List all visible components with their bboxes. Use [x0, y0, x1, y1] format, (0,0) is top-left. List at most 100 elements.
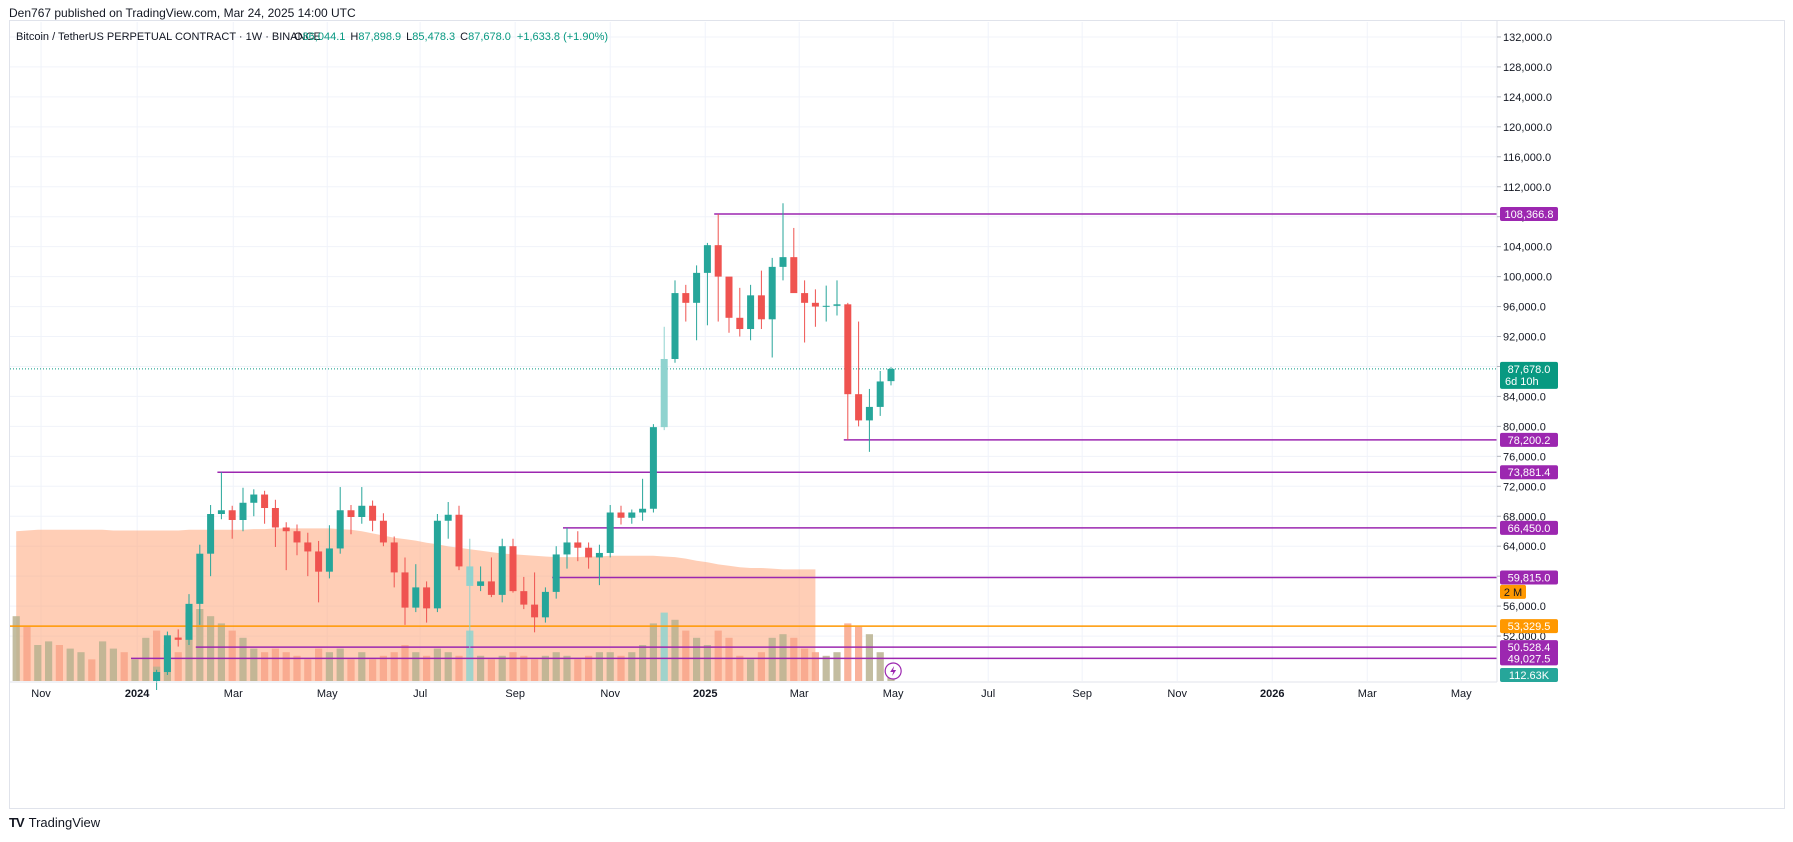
candle-body	[693, 272, 701, 303]
candle-body	[185, 603, 193, 640]
volume-bar	[401, 645, 409, 681]
candle	[541, 587, 549, 623]
candle	[693, 265, 701, 341]
candle	[304, 532, 312, 577]
candle	[563, 527, 571, 569]
candle-body	[574, 542, 582, 548]
legend-ohlc: O86,044.1 H87,898.9 L85,478.3 C87,678.0 +1,6…	[294, 31, 608, 43]
level-price-label-text: 78,200.2	[1508, 435, 1551, 447]
volume-bar	[271, 648, 279, 681]
candle-body	[455, 514, 463, 567]
tradingview-logo-icon: TV	[9, 815, 25, 830]
legend: Bitcoin / TetherUS PERPETUAL CONTRACT · …	[16, 31, 608, 43]
volume-bar	[801, 648, 809, 681]
lightning-icon[interactable]	[884, 662, 902, 680]
level-price-label-text: 108,366.8	[1505, 209, 1554, 221]
candle	[271, 499, 279, 547]
candle-body	[293, 531, 301, 543]
candle-body	[541, 591, 549, 618]
volume-bar	[433, 648, 441, 681]
volume-bar	[649, 623, 657, 681]
candle-body	[790, 257, 798, 294]
candle	[790, 227, 798, 294]
volume-bar	[747, 659, 755, 681]
time-tick-label: Sep	[505, 688, 525, 700]
volume-bar	[563, 655, 571, 681]
volume-bar	[77, 652, 85, 681]
legend-change: +1,633.8 (+1.90%)	[517, 31, 608, 43]
volume-bar	[207, 616, 215, 681]
volume-bar	[66, 648, 74, 681]
legend-close-label: C	[460, 31, 468, 43]
candle-body	[725, 276, 733, 318]
chart-canvas[interactable]: 52,000.056,000.060,000.064,000.068,000.0…	[10, 21, 1786, 810]
time-tick-label: Mar	[790, 688, 809, 700]
volume-bar	[822, 655, 830, 681]
current-price-value: 87,678.0	[1508, 364, 1551, 376]
candle-body	[736, 317, 744, 330]
candle-body	[768, 266, 776, 320]
candle-body	[401, 572, 409, 608]
time-tick-label: Mar	[224, 688, 243, 700]
candle-body	[509, 546, 517, 592]
volume-bar	[811, 652, 819, 681]
chart-frame[interactable]: 52,000.056,000.060,000.064,000.068,000.0…	[9, 20, 1785, 809]
candle-body	[703, 245, 711, 273]
time-tick-label: Mar	[1358, 688, 1377, 700]
candle	[315, 540, 323, 603]
volume-bar	[325, 652, 333, 681]
candle	[358, 487, 366, 524]
candle	[801, 280, 809, 343]
candle-body	[844, 304, 852, 395]
candle-body	[433, 520, 441, 609]
footer-brand[interactable]: TV TradingView	[9, 815, 100, 830]
axes: 52,000.056,000.060,000.064,000.068,000.0…	[10, 21, 1558, 700]
time-tick-label: Sep	[1072, 688, 1092, 700]
candle-body	[747, 295, 755, 330]
current-price-countdown: 6d 10h	[1505, 376, 1539, 388]
time-tick-label: 2024	[125, 688, 150, 700]
publish-line: Den767 published on TradingView.com, Mar…	[9, 6, 356, 20]
candle-body	[822, 305, 830, 307]
volume-bar	[509, 652, 517, 681]
volume-bar	[455, 655, 463, 681]
candle-body	[196, 553, 204, 604]
lightning-icon-bolt	[890, 666, 897, 676]
volume-bar	[196, 609, 204, 681]
candle	[282, 522, 290, 571]
volume-bars	[12, 609, 895, 681]
candle-body	[477, 581, 485, 586]
volume-bar	[358, 652, 366, 681]
candle-body	[887, 368, 895, 382]
level-price-label-bg	[1500, 206, 1558, 221]
volume-bar	[412, 652, 420, 681]
volume-bar	[585, 655, 593, 681]
volume-bar	[487, 659, 495, 681]
legend-open-value: 86,044.1	[303, 31, 346, 43]
candle	[768, 257, 776, 358]
volume-bar	[109, 648, 117, 681]
candle	[250, 489, 258, 517]
current-price-label-bg	[1500, 361, 1558, 389]
level-price-label-bg	[1500, 570, 1558, 585]
candle-body	[520, 591, 528, 605]
volume-bar	[736, 655, 744, 681]
candle	[714, 213, 722, 322]
footer-brand-name: TradingView	[28, 815, 101, 830]
level-price-label: 49,027.5	[1500, 651, 1558, 666]
volume-bar	[347, 659, 355, 681]
volume-bar	[228, 630, 236, 681]
candle	[379, 513, 387, 547]
candle	[649, 424, 657, 513]
volume-bar	[423, 655, 431, 681]
volume-bar	[703, 645, 711, 681]
volume-bar	[833, 652, 841, 681]
candle-body	[617, 512, 625, 518]
time-tick-label: May	[317, 688, 338, 700]
volume-bar	[142, 637, 150, 681]
volume-bar	[757, 652, 765, 681]
candle-body	[801, 293, 809, 303]
level-price-label-bg	[1500, 432, 1558, 447]
price-tick-label: 104,000.0	[1503, 242, 1552, 254]
volume-bar	[88, 659, 96, 681]
